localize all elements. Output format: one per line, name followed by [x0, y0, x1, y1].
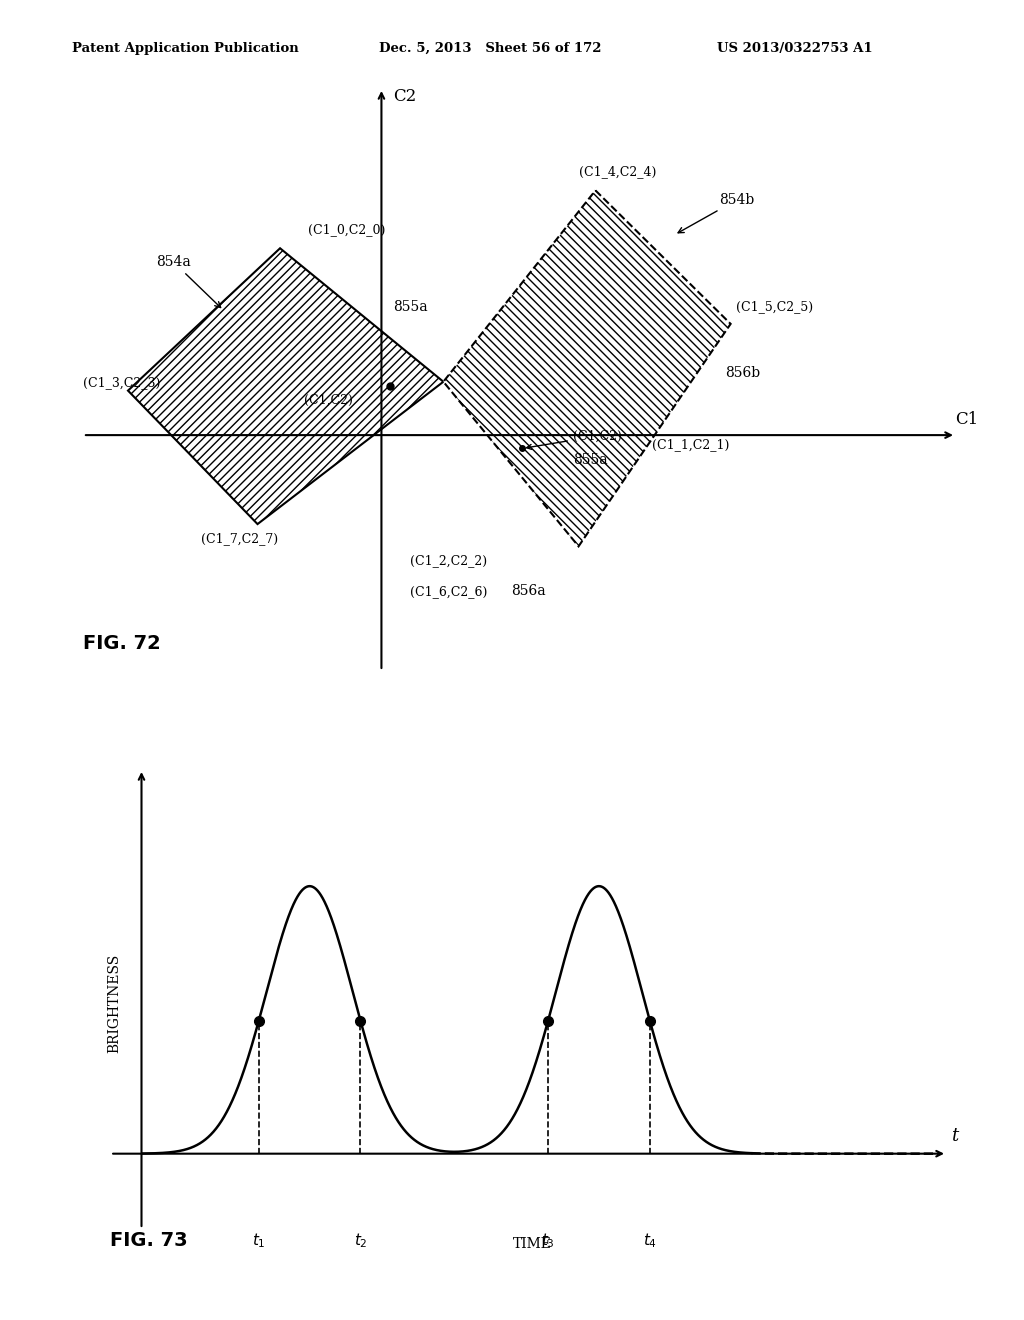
Text: FIG. 72: FIG. 72	[83, 634, 161, 652]
Polygon shape	[443, 190, 731, 546]
Text: (C1_7,C2_7): (C1_7,C2_7)	[201, 532, 279, 545]
Text: (C1_5,C2_5): (C1_5,C2_5)	[736, 301, 813, 314]
Text: US 2013/0322753 A1: US 2013/0322753 A1	[717, 42, 872, 55]
Text: FIG. 73: FIG. 73	[111, 1230, 187, 1250]
Text: BRIGHTNESS: BRIGHTNESS	[108, 953, 121, 1053]
Text: (C1_1,C2_1): (C1_1,C2_1)	[651, 438, 729, 451]
Text: Dec. 5, 2013   Sheet 56 of 172: Dec. 5, 2013 Sheet 56 of 172	[379, 42, 601, 55]
Text: (C1,C2): (C1,C2)	[526, 429, 622, 449]
Text: (C1,C2): (C1,C2)	[304, 393, 353, 407]
Text: 856b: 856b	[725, 366, 760, 380]
Text: 855a: 855a	[573, 453, 607, 467]
Text: C1: C1	[955, 412, 979, 429]
Text: 854a: 854a	[157, 255, 220, 308]
Text: (C1_2,C2_2): (C1_2,C2_2)	[410, 554, 486, 568]
Text: 856a: 856a	[511, 585, 546, 598]
Text: 855a: 855a	[393, 300, 427, 314]
Text: C2: C2	[393, 88, 416, 106]
Text: $t_2$: $t_2$	[353, 1232, 368, 1250]
Text: 854b: 854b	[678, 193, 755, 232]
Text: (C1_4,C2_4): (C1_4,C2_4)	[579, 165, 656, 178]
Text: t: t	[951, 1127, 958, 1146]
Text: (C1_6,C2_6): (C1_6,C2_6)	[410, 585, 487, 598]
Text: Patent Application Publication: Patent Application Publication	[72, 42, 298, 55]
Text: $t_4$: $t_4$	[643, 1232, 656, 1250]
Text: $t_1$: $t_1$	[252, 1232, 265, 1250]
Text: (C1_0,C2_0): (C1_0,C2_0)	[308, 223, 386, 236]
Text: (C1_3,C2_3): (C1_3,C2_3)	[83, 376, 161, 389]
Polygon shape	[128, 248, 443, 524]
Text: TIME: TIME	[513, 1237, 552, 1251]
Text: $t_3$: $t_3$	[542, 1232, 555, 1250]
